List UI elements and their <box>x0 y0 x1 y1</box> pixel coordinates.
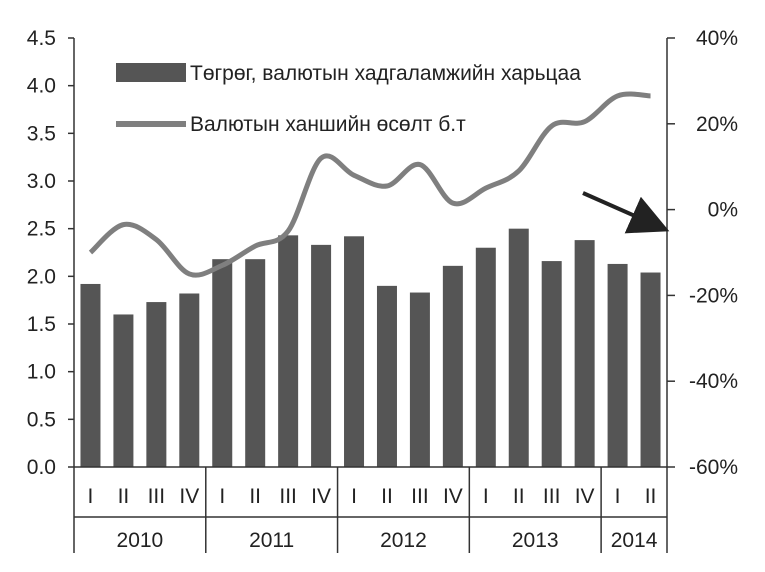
x-tick-label: III <box>279 485 297 508</box>
left-tick-label: 2.0 <box>27 265 56 288</box>
x-tick-label: IV <box>575 485 595 508</box>
x-tick-label: II <box>381 485 393 508</box>
bar-2 <box>113 314 133 467</box>
year-label: 2012 <box>380 529 427 552</box>
x-tick-label: I <box>483 485 489 508</box>
year-label: 2010 <box>117 529 164 552</box>
bar-15 <box>542 261 562 467</box>
right-tick-label: -20% <box>689 284 738 307</box>
bar-17 <box>608 264 628 467</box>
left-tick-label: 4.0 <box>27 75 56 98</box>
x-tick-label: II <box>513 485 525 508</box>
x-tick-label: III <box>543 485 561 508</box>
left-tick-label: 0.0 <box>27 456 56 479</box>
x-tick-label: IV <box>179 485 199 508</box>
x-tick-label: II <box>118 485 130 508</box>
left-tick-label: 1.5 <box>27 313 56 336</box>
left-tick-label: 2.5 <box>27 218 56 241</box>
bar-13 <box>476 248 496 467</box>
bar-1 <box>80 284 100 467</box>
year-label: 2011 <box>249 529 294 552</box>
x-tick-label: III <box>148 485 166 508</box>
x-tick-label: III <box>411 485 429 508</box>
x-tick-label: I <box>351 485 357 508</box>
annotation-arrow <box>583 193 662 228</box>
bar-9 <box>344 236 364 467</box>
right-tick-label: 0% <box>708 199 738 222</box>
left-tick-label: 1.0 <box>27 361 56 384</box>
x-tick-label: IV <box>311 485 331 508</box>
bar-14 <box>509 229 529 467</box>
right-tick-label: 20% <box>696 113 738 136</box>
year-label: 2014 <box>611 529 658 552</box>
legend-swatch-bar <box>116 63 186 82</box>
x-tick-label: I <box>88 485 94 508</box>
bar-11 <box>410 293 430 467</box>
left-tick-label: 4.5 <box>27 27 56 50</box>
bar-5 <box>212 259 232 467</box>
bar-4 <box>179 293 199 467</box>
year-label: 2013 <box>512 529 559 552</box>
x-tick-label: II <box>249 485 261 508</box>
left-tick-label: 3.0 <box>27 170 56 193</box>
right-tick-label: -60% <box>689 456 738 479</box>
bar-7 <box>278 235 298 467</box>
bar-6 <box>245 259 265 467</box>
bar-8 <box>311 245 331 467</box>
bar-3 <box>146 302 166 467</box>
legend-label-line: Валютын ханшийн өсөлт б.т <box>190 113 466 136</box>
left-tick-label: 0.5 <box>27 408 56 431</box>
x-tick-label: I <box>615 485 621 508</box>
right-tick-label: -40% <box>689 370 738 393</box>
right-tick-label: 40% <box>696 27 738 50</box>
bar-12 <box>443 266 463 467</box>
x-tick-label: II <box>645 485 657 508</box>
x-tick-label: IV <box>443 485 463 508</box>
left-tick-label: 3.5 <box>27 122 56 145</box>
bar-10 <box>377 286 397 467</box>
bar-18 <box>641 273 661 467</box>
bar-16 <box>575 240 595 467</box>
legend-label-bar: Төгрөг, валютын хадгаламжийн харьцаа <box>190 62 581 85</box>
x-tick-label: I <box>219 485 225 508</box>
